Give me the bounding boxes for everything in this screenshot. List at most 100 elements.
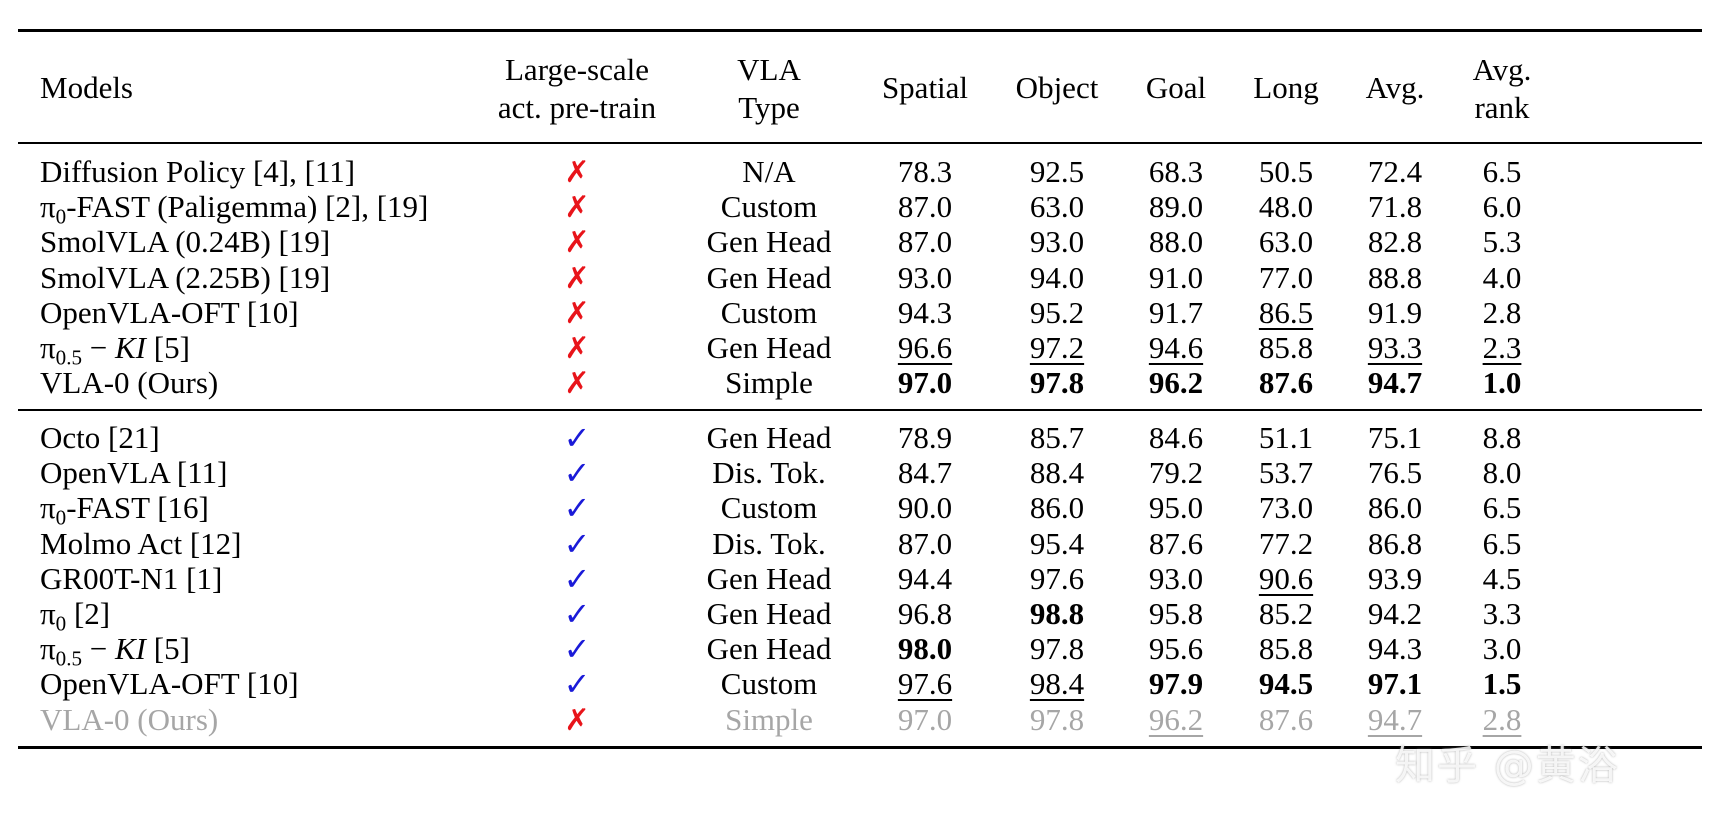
score-object: 97.8 [1029,365,1085,401]
score-goal: 95.0 [1148,490,1204,526]
score-goal: 96.2 [1148,365,1204,401]
top-rule [18,29,1702,32]
score-long: 87.6 [1258,701,1314,737]
vla-type: Gen Head [706,259,832,295]
vla-type: Gen Head [706,596,832,631]
score-spatial: 87.0 [897,224,953,260]
score-object: 94.0 [1029,259,1085,295]
score-goal: 93.0 [1148,560,1204,596]
vla-type: Simple [725,365,813,401]
header-line: Avg. [1365,70,1425,105]
model-name: Molmo Act [12] [40,525,242,561]
score-long: 90.6 [1258,560,1314,596]
cross-icon: ✗ [564,155,590,190]
header-spatial: Spatial [882,69,968,107]
vla-type: Gen Head [706,631,832,667]
score-spatial: 96.8 [897,596,953,631]
score-goal: 95.6 [1148,631,1204,667]
score-long: 48.0 [1258,189,1314,225]
cross-icon: ✗ [564,225,590,261]
check-icon: ✓ [563,454,591,493]
score-long: 86.5 [1258,294,1314,330]
vla-type: Custom [720,490,818,526]
header-line: VLA [737,52,801,87]
score-avg: 82.8 [1367,224,1423,260]
check-icon: ✓ [563,489,591,528]
check-icon: ✓ [563,559,591,598]
score-spatial: 94.4 [897,560,953,596]
score-rank: 6.5 [1482,525,1522,561]
header-object: Object [1016,69,1099,107]
score-object: 88.4 [1029,455,1085,491]
score-spatial: 94.3 [897,294,953,330]
header-line: Goal [1145,70,1207,105]
score-spatial: 78.3 [897,154,953,189]
score-spatial: 98.0 [897,631,953,667]
header-line: Large-scale [504,52,649,87]
score-rank: 8.0 [1482,455,1522,491]
score-long: 85.8 [1258,631,1314,667]
vla-type: Dis. Tok. [712,525,826,561]
model-name: π0.5 − KI [5] [40,330,190,370]
score-object: 92.5 [1029,154,1085,189]
vla-type: Gen Head [706,224,832,260]
score-rank: 6.5 [1482,154,1522,189]
header-pretrain: Large-scale act. pre-train [498,51,656,127]
header-rule [18,142,1702,144]
score-spatial: 87.0 [897,525,953,561]
score-rank: 1.5 [1482,666,1522,702]
header-line: Avg. [1472,52,1532,87]
vla-type: Custom [720,294,818,330]
vla-type: N/A [742,154,796,189]
score-rank: 5.3 [1482,224,1522,260]
score-spatial: 78.9 [897,420,953,455]
score-spatial: 87.0 [897,189,953,225]
score-spatial: 84.7 [897,455,953,491]
score-rank: 1.0 [1482,365,1522,401]
header-line: act. pre-train [497,90,657,125]
score-object: 95.2 [1029,294,1085,330]
score-object: 85.7 [1029,420,1085,455]
header-vla_type: VLA Type [737,51,801,127]
score-goal: 84.6 [1148,420,1204,455]
vla-type: Custom [720,666,818,702]
score-object: 93.0 [1029,224,1085,260]
score-avg: 75.1 [1367,420,1423,455]
vla-type: Simple [725,701,813,737]
score-spatial: 97.6 [897,666,953,702]
score-avg: 88.8 [1367,259,1423,295]
score-goal: 97.9 [1148,666,1204,702]
header-rank: Avg. rank [1473,51,1532,127]
model-name: π0.5 − KI [5] [40,631,190,671]
score-object: 97.2 [1029,330,1085,365]
score-long: 77.0 [1258,259,1314,295]
score-long: 85.8 [1258,330,1314,365]
check-icon: ✓ [563,524,591,563]
check-icon: ✓ [563,419,591,457]
model-name: SmolVLA (2.25B) [19] [40,259,331,295]
score-goal: 88.0 [1148,224,1204,260]
score-object: 97.8 [1029,701,1085,737]
score-long: 50.5 [1258,154,1314,189]
vla-type: Gen Head [706,420,832,455]
vla-type: Dis. Tok. [712,455,826,491]
score-rank: 3.0 [1482,631,1522,667]
model-name: Octo [21] [40,420,160,455]
model-name: OpenVLA [11] [40,455,228,491]
score-long: 73.0 [1258,490,1314,526]
score-long: 94.5 [1258,666,1314,702]
score-long: 87.6 [1258,365,1314,401]
score-avg: 94.2 [1367,596,1423,631]
model-name: OpenVLA-OFT [10] [40,666,299,702]
group-separator-rule [18,409,1702,411]
score-long: 63.0 [1258,224,1314,260]
score-rank: 4.5 [1482,560,1522,596]
score-avg: 76.5 [1367,455,1423,491]
header-line: Object [1015,70,1099,105]
score-object: 97.8 [1029,631,1085,667]
header-line: Spatial [881,70,969,105]
cross-icon: ✗ [564,295,590,331]
bottom-rule [18,746,1702,749]
model-name: OpenVLA-OFT [10] [40,294,299,330]
score-object: 98.4 [1029,666,1085,702]
